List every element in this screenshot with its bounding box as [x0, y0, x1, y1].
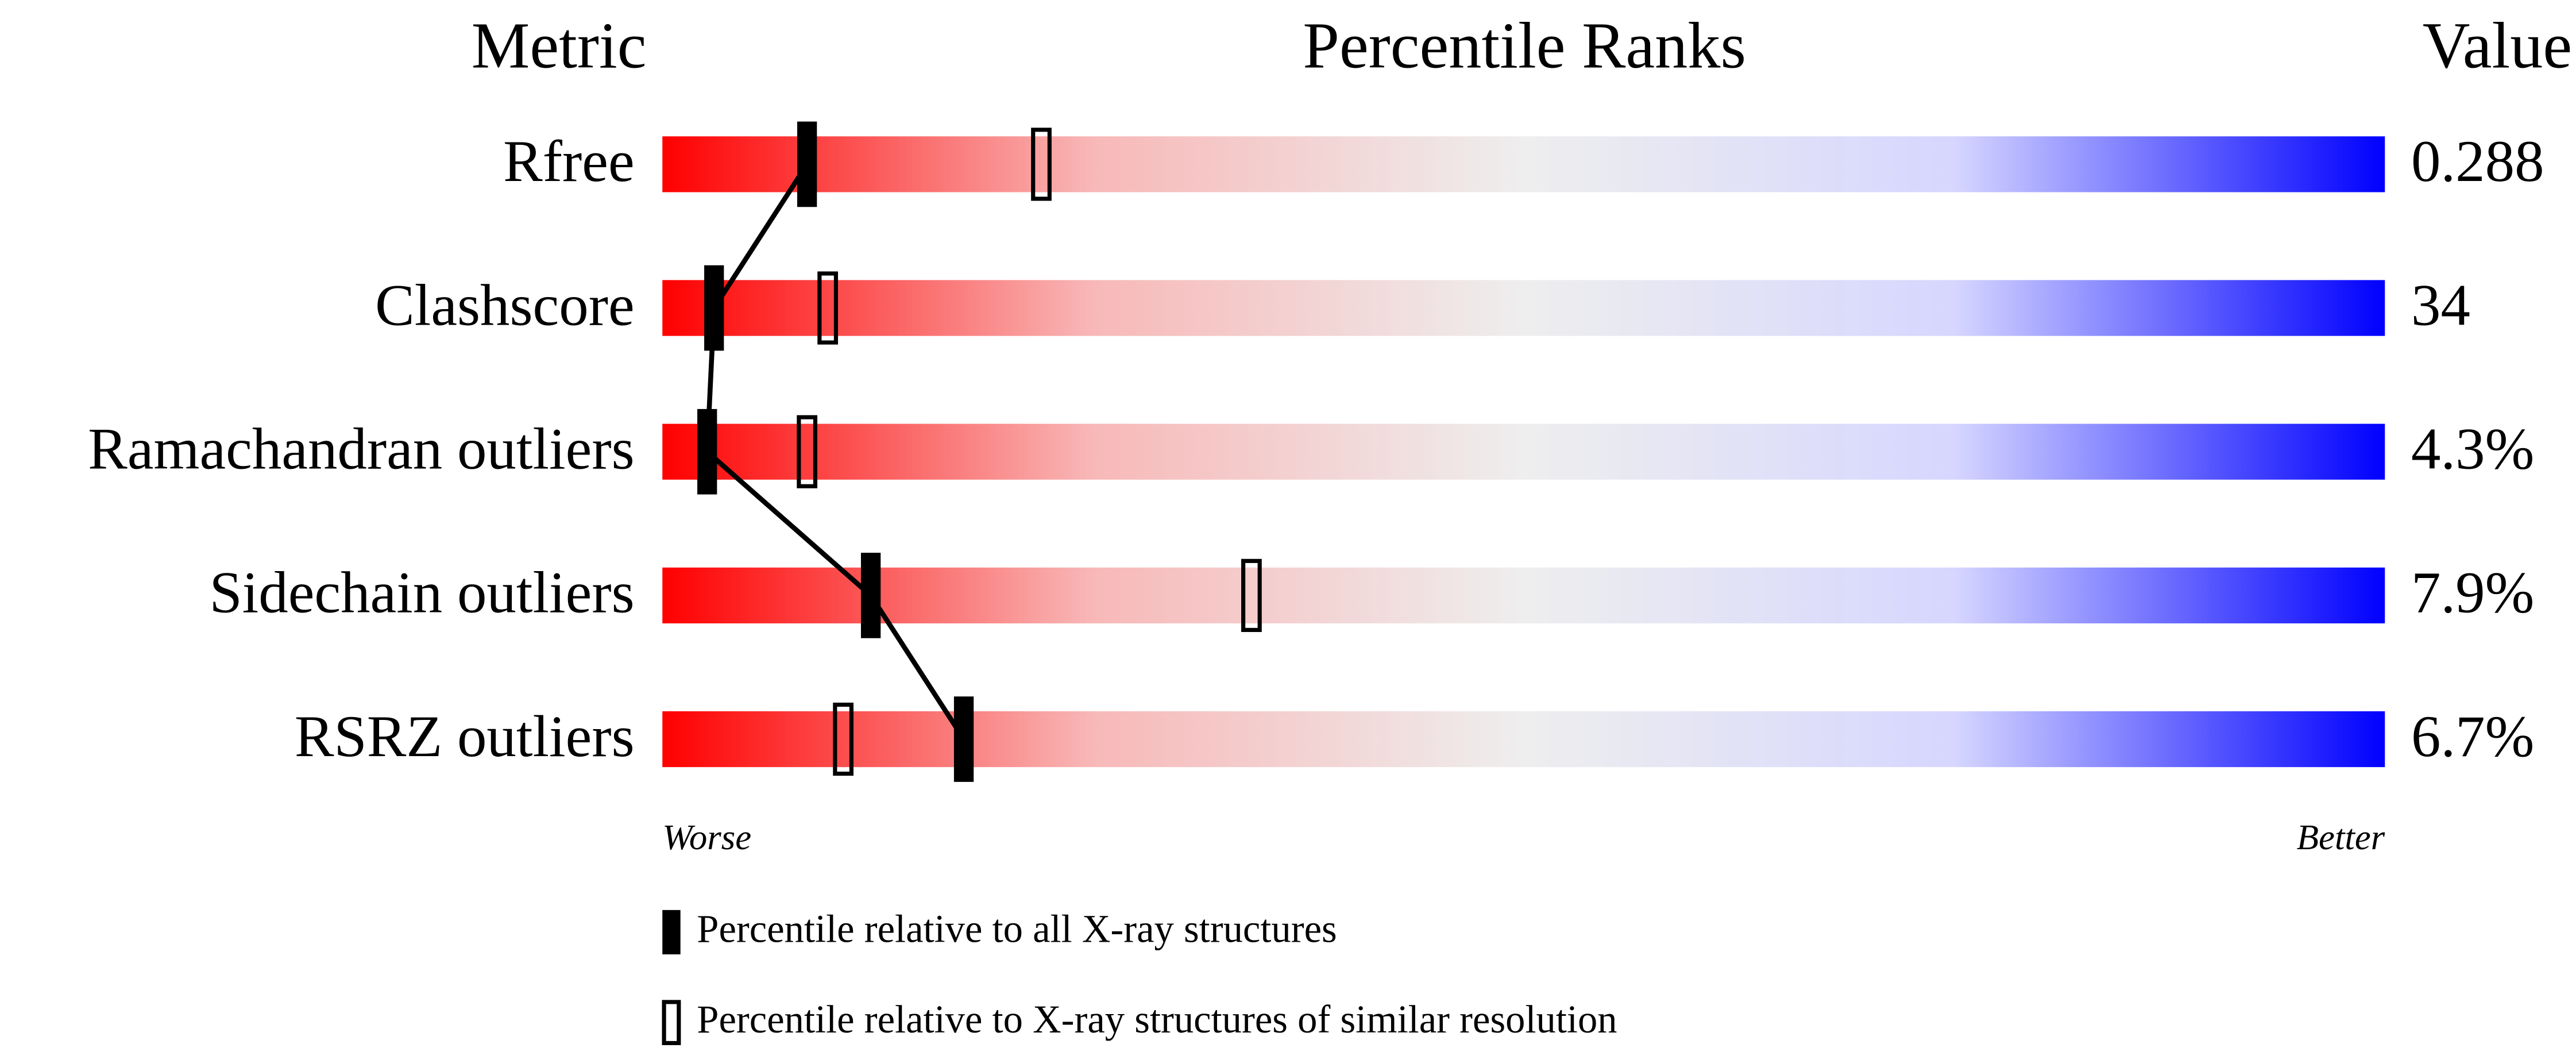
legend-label: Percentile relative to all X-ray structu… — [697, 907, 1337, 951]
chart-title: Percentile Ranks — [1303, 9, 1746, 82]
metric-label: Ramachandran outliers — [88, 417, 635, 482]
metric-value: 4.3% — [2411, 417, 2534, 482]
gradient-bar — [662, 423, 2385, 480]
metric-label: RSRZ outliers — [295, 704, 635, 769]
legend-icon — [662, 910, 681, 955]
metric-value: 0.288 — [2411, 129, 2544, 194]
legend-label: Percentile relative to X-ray structures … — [697, 997, 1617, 1041]
gradient-bar — [662, 136, 2385, 192]
percentile-marker — [697, 409, 717, 495]
gradient-bar — [662, 280, 2385, 336]
metric-header: Metric — [472, 9, 647, 82]
percentile-marker — [860, 553, 881, 638]
metric-value: 6.7% — [2411, 704, 2534, 769]
worse-label: Worse — [662, 817, 751, 857]
metric-label: Clashscore — [375, 272, 635, 338]
better-label: Better — [2297, 817, 2385, 857]
similar-resolution-marker — [817, 271, 839, 345]
metric-value: 34 — [2411, 272, 2470, 338]
percentile-marker — [704, 265, 724, 351]
metric-label: Rfree — [503, 129, 635, 194]
gradient-bar — [662, 567, 2385, 623]
similar-resolution-marker — [1241, 558, 1262, 632]
metric-value: 7.9% — [2411, 560, 2534, 626]
percentile-marker — [953, 696, 974, 782]
similar-resolution-marker — [797, 415, 818, 488]
gradient-bar — [662, 711, 2385, 768]
similar-resolution-marker — [1031, 128, 1052, 201]
percentile-marker — [797, 121, 817, 207]
legend-icon — [662, 1000, 681, 1045]
value-header: Value — [2423, 9, 2572, 82]
similar-resolution-marker — [833, 702, 854, 776]
metric-label: Sidechain outliers — [209, 560, 634, 626]
